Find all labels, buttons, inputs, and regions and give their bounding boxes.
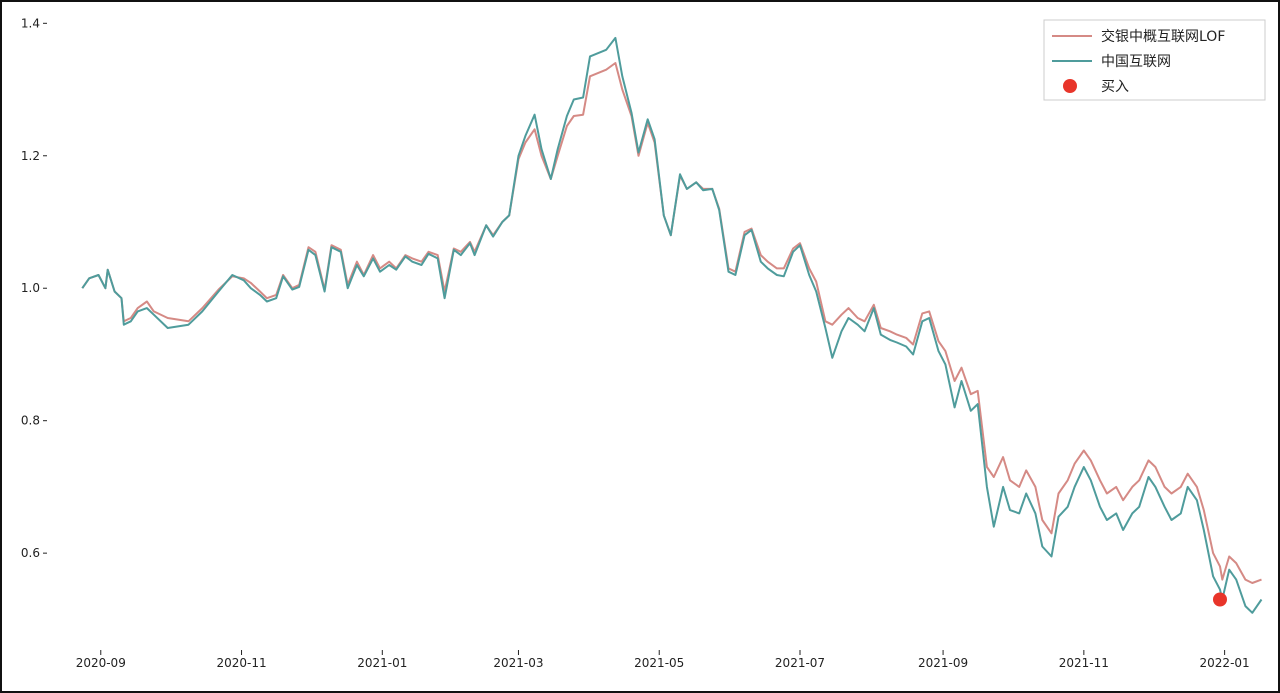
legend-label-lof: 交银中概互联网LOF: [1101, 28, 1225, 45]
x-axis: 2020-09 2020-11 2021-01 2021-03 2021-05 2021-…: [76, 650, 1250, 670]
legend-label-index: 中国互联网: [1101, 54, 1171, 70]
series-line-lof: [81, 62, 1262, 584]
y-axis: 1.4 1.2 1.0 0.8 0.6: [21, 16, 47, 560]
legend: 交银中概互联网LOF 中国互联网 买入: [1043, 19, 1266, 101]
y-tick-label: 1.0: [21, 281, 40, 295]
x-tick-label: 2020-11: [216, 656, 266, 670]
y-tick-label: 1.2: [21, 149, 40, 163]
x-tick-label: 2021-03: [493, 656, 543, 670]
y-tick-label: 0.6: [21, 546, 40, 560]
buy-point: [1213, 592, 1227, 607]
series-line-index: [81, 36, 1263, 614]
x-tick-label: 2022-01: [1200, 656, 1250, 670]
legend-label-buy: 买入: [1101, 79, 1129, 95]
series-layer: [81, 36, 1263, 614]
x-tick-label: 2021-09: [918, 656, 968, 670]
legend-swatch-buy: [1063, 79, 1077, 93]
buy-points-layer: [1213, 592, 1227, 607]
y-tick-label: 1.4: [21, 16, 40, 30]
x-tick-label: 2021-07: [775, 656, 825, 670]
x-tick-label: 2020-09: [76, 656, 126, 670]
y-tick-label: 0.8: [21, 414, 40, 428]
x-tick-label: 2021-11: [1059, 656, 1109, 670]
x-tick-label: 2021-01: [357, 656, 407, 670]
x-tick-label: 2021-05: [634, 656, 684, 670]
